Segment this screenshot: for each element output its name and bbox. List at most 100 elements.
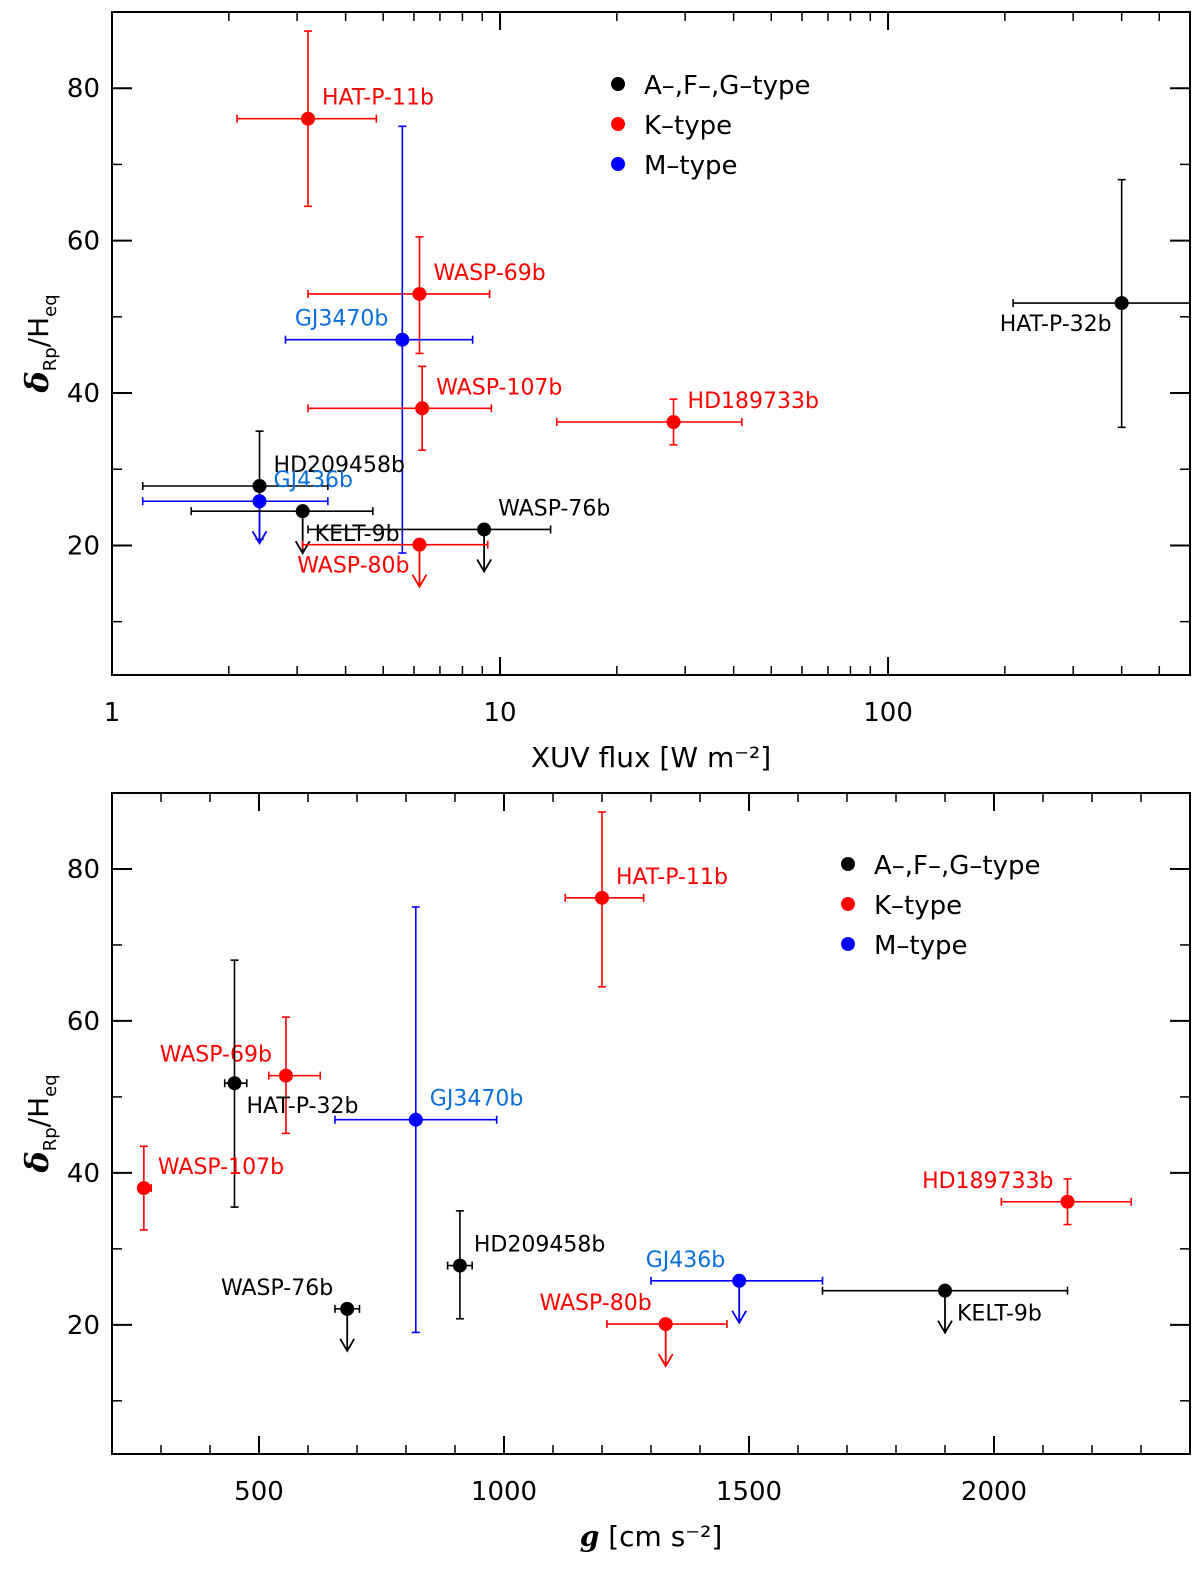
y-tick-label-20: 20 [67, 531, 100, 561]
x-axis-title-symbol: g [580, 1520, 600, 1553]
x-tick-label-500: 500 [234, 1477, 284, 1507]
point-label-wasp-76b: WASP-76b [498, 496, 610, 521]
marker-wasp-107b [136, 1181, 151, 1196]
y-tick-label-80: 80 [67, 74, 100, 104]
x-tick-label-100: 100 [863, 698, 913, 728]
y-axis-title-slash: /H [22, 317, 55, 348]
x-tick-label-2000: 2000 [961, 1477, 1027, 1507]
data-point-hat-p-11b: HAT-P-11b [564, 811, 728, 988]
data-point-gj436b: GJ436b [141, 468, 354, 546]
y-axis-title: δRp/Heq [18, 294, 61, 393]
y-tick-label-20: 20 [67, 1311, 100, 1341]
y-tick-label-60: 60 [67, 227, 100, 257]
point-label-wasp-80b: WASP-80b [297, 554, 409, 579]
point-label-wasp-107b: WASP-107b [158, 1155, 284, 1180]
marker-wasp-69b [412, 286, 427, 301]
data-point-hd189733b: HD189733b [555, 389, 819, 446]
upper-limit-arrowhead [339, 1338, 355, 1353]
marker-hat-p-32b [227, 1076, 242, 1091]
y-axis-title-sub-eq: eq [40, 1074, 61, 1097]
marker-hat-p-11b [595, 890, 609, 905]
data-point-hd209458b: HD209458b [141, 430, 405, 541]
data-point-gj3470b: GJ3470b [334, 906, 524, 1334]
data-point-gj3470b: GJ3470b [284, 125, 474, 554]
legend-marker-k-type [841, 897, 855, 911]
bottom-panel: 500 1000 1500 2000 20 40 60 80 g [cm s⁻²] δRp/Heq… [18, 792, 1191, 1553]
data-point-hd209458b: HD209458b [446, 1210, 605, 1320]
marker-wasp-80b [658, 1317, 673, 1332]
point-label-gj3470b: GJ3470b [430, 1087, 524, 1112]
point-label-gj3470b: GJ3470b [295, 307, 389, 332]
y-axis-title: δRp/Heq [18, 1074, 61, 1173]
y-axis-title-delta: δ [18, 1151, 56, 1173]
legend-label-k-type: K–type [644, 111, 732, 141]
point-label-hat-p-32b: HAT-P-32b [1000, 312, 1112, 337]
marker-hd189733b [666, 414, 681, 429]
upper-limit-arrowhead [411, 574, 428, 589]
point-label-hd209458b: HD209458b [474, 1233, 605, 1258]
point-label-hat-p-32b: HAT-P-32b [247, 1094, 359, 1119]
point-label-wasp-76b: WASP-76b [221, 1276, 333, 1301]
upper-limit-arrowhead [476, 558, 492, 574]
x-axis-title-rest: [cm s⁻²] [599, 1520, 722, 1553]
marker-hd209458b [452, 1258, 467, 1273]
y-tick-label-40: 40 [67, 379, 100, 409]
marker-kelt-9b [295, 504, 310, 519]
y-axis-title-sub-eq: eq [40, 294, 61, 317]
top-panel: 1 10 100 20 40 60 80 XUV flux [W m⁻²] δRp/Heq A–,… [18, 11, 1191, 774]
upper-limit-arrowhead [251, 530, 268, 546]
legend-label-a-f-g-type: A–,F–,G–type [874, 851, 1041, 881]
legend-label-a-f-g-type: A–,F–,G–type [644, 71, 811, 101]
y-axis-title-delta: δ [18, 371, 56, 393]
point-label-hd209458b: HD209458b [274, 453, 405, 478]
x-tick-label-1: 1 [104, 698, 121, 728]
data-point-wasp-69b: WASP-69b [307, 236, 546, 355]
point-label-hd189733b: HD189733b [922, 1169, 1053, 1194]
x-axis-title: g [cm s⁻²] [580, 1520, 723, 1553]
legend-marker-m-type [841, 937, 855, 951]
point-label-wasp-107b: WASP-107b [436, 375, 562, 400]
legend-label-m-type: M–type [644, 151, 738, 181]
legend-marker-m-type [611, 157, 625, 171]
point-label-gj436b: GJ436b [274, 468, 354, 493]
y-tick-label-80: 80 [67, 855, 100, 885]
plot-frame [111, 11, 1191, 676]
data-point-wasp-80b: WASP-80b [297, 537, 489, 589]
data-point-wasp-76b: WASP-76b [307, 496, 610, 574]
data-point-wasp-76b: WASP-76b [221, 1276, 361, 1353]
marker-hat-p-11b [301, 111, 316, 126]
x-tick-label-10: 10 [483, 698, 516, 728]
point-label-wasp-69b: WASP-69b [160, 1043, 272, 1068]
data-point-wasp-107b: WASP-107b [307, 365, 562, 451]
legend-marker-a-f-g-type [611, 77, 625, 91]
data-point-hat-p-32b: HAT-P-32b [223, 959, 359, 1208]
data-point-kelt-9b: KELT-9b [821, 1283, 1069, 1335]
marker-gj436b [732, 1273, 747, 1288]
marker-hat-p-32b [1114, 296, 1129, 311]
data-point-wasp-80b: WASP-80b [539, 1291, 728, 1368]
legend-marker-k-type [611, 117, 625, 131]
upper-limit-arrowhead [731, 1310, 747, 1325]
point-label-gj436b: GJ436b [646, 1248, 726, 1273]
y-tick-label-60: 60 [67, 1007, 100, 1037]
point-label-hat-p-11b: HAT-P-11b [616, 865, 728, 890]
x-tick-label-1500: 1500 [716, 1477, 782, 1507]
data-point-wasp-107b: WASP-107b [136, 1145, 284, 1231]
upper-limit-arrowhead [657, 1353, 674, 1368]
y-axis-title-sub-rp: Rp [40, 347, 61, 371]
marker-wasp-80b [412, 537, 427, 552]
legend-label-m-type: M–type [874, 931, 968, 961]
marker-wasp-76b [477, 522, 492, 537]
data-point-hat-p-32b: HAT-P-32b [1000, 178, 1191, 429]
plot-frame [111, 792, 1191, 1455]
marker-wasp-69b [278, 1068, 293, 1083]
data-point-gj436b: GJ436b [646, 1248, 824, 1325]
marker-hd209458b [252, 479, 267, 494]
point-label-kelt-9b: KELT-9b [315, 522, 400, 547]
legend-marker-a-f-g-type [841, 857, 855, 871]
upper-limit-arrowhead [937, 1320, 953, 1335]
x-axis-title: XUV flux [W m⁻²] [531, 741, 771, 774]
data-point-hd189733b: HD189733b [922, 1169, 1132, 1226]
marker-hd189733b [1060, 1194, 1075, 1209]
marker-gj3470b [408, 1112, 423, 1127]
